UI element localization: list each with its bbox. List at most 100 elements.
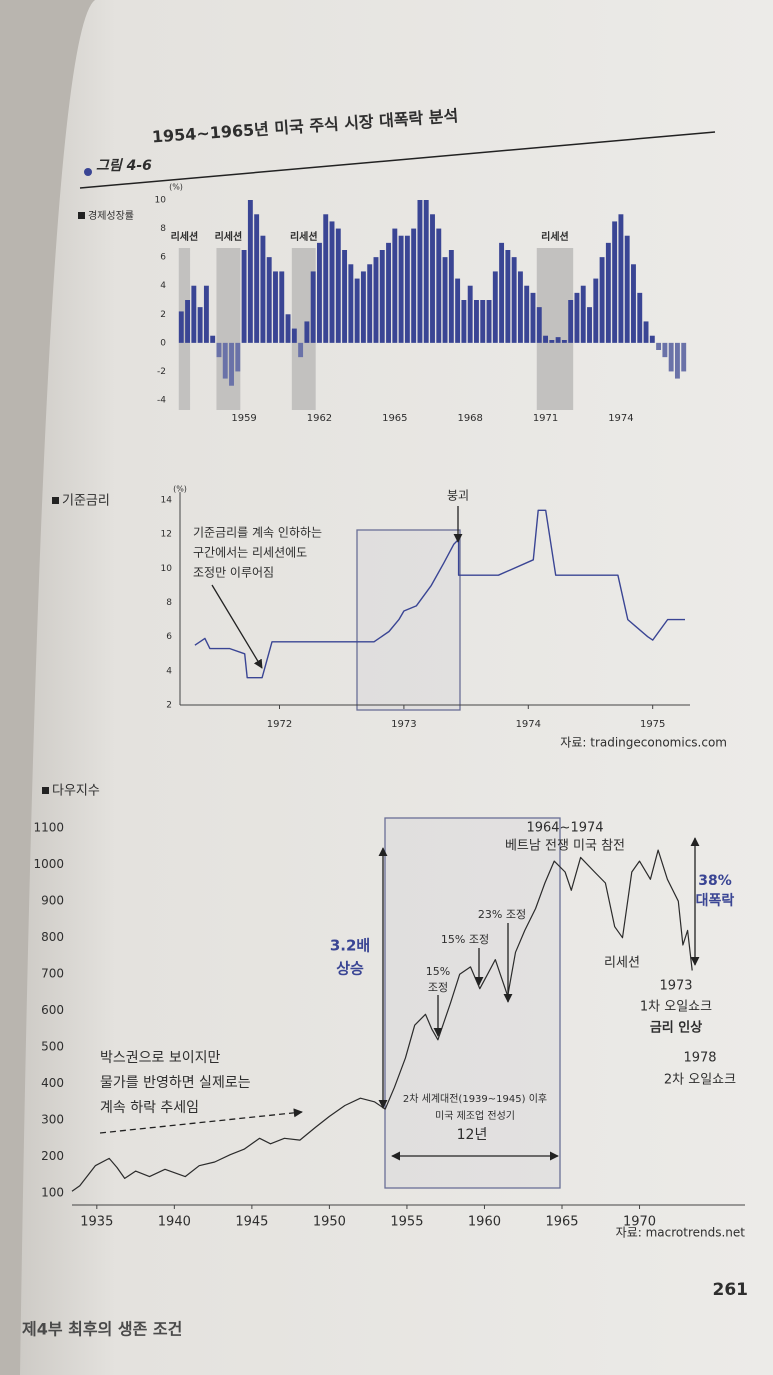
- annotation: 38%: [698, 873, 732, 889]
- bar: [342, 250, 348, 343]
- chart-label: 기준금리: [62, 494, 110, 509]
- bar: [210, 335, 216, 343]
- bar: [310, 271, 316, 343]
- x-tick-label: 1965: [545, 1215, 578, 1230]
- y-tick-label: 1000: [33, 857, 64, 871]
- facing-page-edge: [0, 0, 95, 1375]
- y-unit: (%): [169, 183, 183, 192]
- bar: [486, 300, 492, 343]
- y-tick-label: 10: [155, 196, 167, 206]
- bar: [681, 342, 687, 372]
- bar: [298, 342, 304, 358]
- bar: [373, 257, 379, 343]
- x-tick-label: 1975: [640, 719, 665, 730]
- y-tick-label: 6: [166, 632, 172, 642]
- y-tick-label: 6: [160, 253, 166, 263]
- data-line: [194, 509, 685, 679]
- y-tick-label: 4: [166, 666, 172, 676]
- x-tick-label: 1968: [457, 413, 482, 424]
- x-tick-label: 1971: [533, 413, 558, 424]
- bar: [360, 271, 366, 343]
- annotation: 금리 인상: [650, 1020, 702, 1036]
- x-tick-label: 1965: [382, 413, 407, 424]
- bar: [543, 335, 548, 343]
- annotation-arrow: [211, 584, 263, 669]
- bar: [624, 235, 630, 343]
- annotation: 15% 조정: [441, 933, 489, 946]
- bar: [417, 200, 423, 343]
- y-tick-label: 800: [41, 930, 64, 944]
- y-tick-label: 8: [160, 224, 166, 234]
- bar: [480, 300, 486, 343]
- x-tick-label: 1972: [267, 719, 292, 730]
- page-number: 261: [713, 1280, 749, 1300]
- x-tick-label: 1973: [391, 719, 416, 730]
- bar: [266, 257, 272, 343]
- x-tick-label: 1959: [231, 413, 256, 424]
- bar: [499, 242, 505, 343]
- bar: [304, 321, 310, 343]
- bar: [404, 235, 410, 343]
- y-tick-label: 0: [160, 338, 166, 348]
- x-tick-label: 1955: [390, 1215, 423, 1230]
- bar: [555, 337, 561, 343]
- figure-label: 그림 4-6: [96, 158, 152, 174]
- bar: [430, 214, 435, 343]
- bar: [587, 307, 592, 343]
- annotation: 3.2배: [330, 937, 370, 955]
- y-tick-label: 500: [41, 1040, 64, 1054]
- y-tick-label: 300: [41, 1113, 64, 1127]
- bar: [329, 221, 335, 343]
- chart-label: 경제성장률: [88, 209, 134, 222]
- annotation: 구간에서는 리세션에도: [193, 546, 307, 560]
- y-tick-label: 1100: [33, 821, 64, 835]
- recession-shade: [216, 248, 241, 410]
- x-tick-label: 1940: [158, 1215, 191, 1230]
- annotation: 박스권으로 보이지만: [100, 1050, 220, 1066]
- bar: [354, 278, 360, 343]
- bar: [241, 250, 247, 343]
- y-tick-label: 100: [41, 1186, 64, 1200]
- footer: 제4부 최후의 생존 조건: [22, 1320, 182, 1339]
- y-tick-label: 8: [166, 598, 172, 608]
- highlight-box: [356, 529, 461, 711]
- title-bullet: [84, 168, 92, 176]
- annotation: 리세션: [604, 956, 640, 971]
- x-tick-label: 1962: [307, 413, 332, 424]
- label-square: [52, 497, 59, 504]
- bar: [222, 342, 228, 379]
- annotation: 기준금리를 계속 인하하는: [193, 526, 322, 540]
- bar: [536, 307, 542, 343]
- bar: [643, 321, 649, 343]
- bar: [254, 214, 260, 343]
- y-tick-label: 2: [160, 310, 166, 320]
- bar: [618, 214, 624, 343]
- annotation: 1964~1974: [526, 821, 603, 836]
- bar: [662, 342, 668, 358]
- shade-label: 리세션: [541, 230, 569, 243]
- bar: [335, 228, 341, 343]
- bar: [411, 228, 417, 343]
- data-line: [71, 849, 693, 1192]
- annotation-arrow: [99, 1108, 303, 1134]
- bar: [247, 200, 253, 343]
- bar: [492, 271, 498, 343]
- bar: [178, 311, 184, 343]
- recession-shade: [291, 248, 316, 410]
- bar: [467, 285, 473, 343]
- annotation: 붕괴: [447, 489, 469, 503]
- annotation: 미국 제조업 전성기: [435, 1109, 515, 1122]
- bar: [656, 342, 662, 350]
- y-tick-label: 4: [160, 281, 166, 291]
- y-tick-label: 200: [41, 1149, 64, 1163]
- x-tick-label: 1935: [80, 1215, 113, 1230]
- bar: [386, 242, 391, 343]
- annotation: 2차 세계대전(1939~1945) 이후: [403, 1093, 547, 1105]
- annotation: 2차 오일쇼크: [664, 1073, 736, 1088]
- bar: [474, 300, 479, 343]
- y-tick-label: 2: [166, 701, 172, 711]
- bar: [568, 300, 574, 343]
- bar: [203, 285, 209, 343]
- y-tick-label: 10: [161, 564, 173, 574]
- bar: [511, 257, 517, 343]
